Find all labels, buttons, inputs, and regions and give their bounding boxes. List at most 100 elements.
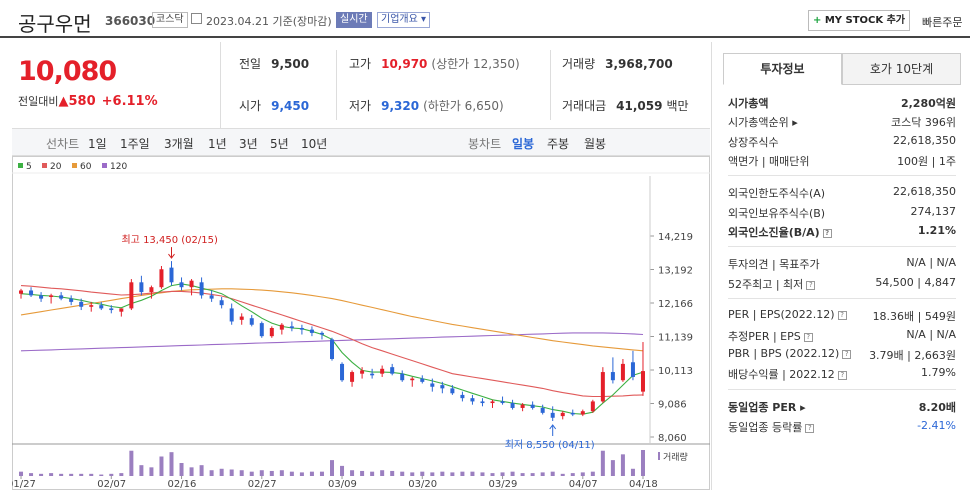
legend-swatch bbox=[42, 163, 47, 168]
help-icon[interactable]: ? bbox=[837, 311, 847, 320]
volume-bar bbox=[560, 473, 565, 476]
tab-monthly[interactable]: 월봉 bbox=[584, 137, 607, 151]
help-icon[interactable]: ? bbox=[822, 229, 832, 238]
volume-bar bbox=[470, 471, 475, 476]
tab-weekly[interactable]: 주봉 bbox=[547, 137, 570, 151]
invest-row-value: 코스닥 396위 bbox=[891, 116, 956, 129]
invest-row: 외국인한도주식수(A) 22,618,350 bbox=[728, 185, 956, 201]
volume-bar bbox=[109, 473, 114, 476]
candle-body bbox=[119, 308, 124, 312]
candle-body bbox=[490, 401, 495, 404]
help-icon[interactable]: ? bbox=[806, 281, 816, 290]
current-price: 10,080 bbox=[18, 56, 117, 87]
volume-bar bbox=[49, 473, 54, 476]
invest-row: 52주최고 | 최저? 54,500 | 4,847 bbox=[728, 276, 956, 292]
quick-order-link[interactable]: 빠른주문 bbox=[922, 16, 963, 29]
chart-frame bbox=[12, 156, 710, 490]
candle-body bbox=[350, 372, 355, 382]
invest-row-label[interactable]: 동일업종 PER ▸ bbox=[728, 401, 806, 414]
tab-10years[interactable]: 10년 bbox=[301, 137, 328, 151]
candle-body bbox=[530, 404, 535, 408]
volume-bar bbox=[640, 450, 645, 476]
candle-body bbox=[49, 295, 54, 297]
invest-row-label: 투자의견 | 목표주가 bbox=[728, 258, 820, 271]
volume-bar bbox=[59, 473, 64, 476]
divider bbox=[728, 246, 956, 247]
invest-row: 배당수익률 | 2022.12? 1.79% bbox=[728, 366, 956, 382]
calendar-icon bbox=[191, 13, 202, 24]
chart-svg[interactable]: 5 20 60 120 14,219 13,192 12,166 11,139 10,113 9,… bbox=[12, 156, 710, 490]
tab-1week[interactable]: 1주일 bbox=[120, 137, 150, 151]
volume-bar bbox=[430, 472, 435, 476]
help-icon[interactable]: ? bbox=[842, 350, 852, 359]
candle-body bbox=[59, 295, 64, 299]
invest-row: 동일업종 PER ▸ 8.20배 bbox=[728, 399, 956, 415]
volume-bar bbox=[620, 454, 625, 476]
candle-body bbox=[540, 407, 545, 413]
invest-row: 시가총액순위 ▸ 코스닥 396위 bbox=[728, 114, 956, 130]
volume-bar bbox=[490, 473, 495, 476]
tab-3years[interactable]: 3년 bbox=[239, 137, 258, 151]
candle-body bbox=[360, 370, 365, 374]
price-summary-grid: 전일 9,500 고가 10,970 (상한가 12,350) 거래량 3,968,70… bbox=[222, 42, 710, 128]
candle-body bbox=[470, 398, 475, 402]
candle-body bbox=[149, 287, 154, 293]
volume-bar bbox=[630, 468, 635, 476]
invest-row: 투자의견 | 목표주가 N/A | N/A bbox=[728, 256, 956, 272]
help-icon[interactable]: ? bbox=[803, 333, 813, 342]
y-tick-label: 13,192 bbox=[658, 266, 693, 277]
invest-row-label[interactable]: 시가총액순위 ▸ bbox=[728, 116, 798, 129]
tab-orderbook[interactable]: 호가 10단계 bbox=[842, 53, 961, 85]
candlestick-chart[interactable]: 5 20 60 120 14,219 13,192 12,166 11,139 10,113 9,… bbox=[12, 156, 710, 490]
legend-swatch bbox=[102, 163, 107, 168]
candle-body bbox=[219, 300, 224, 306]
help-icon[interactable]: ? bbox=[837, 371, 847, 380]
invest-row: 시가총액 2,280억원 bbox=[728, 95, 956, 111]
tab-1year[interactable]: 1년 bbox=[208, 137, 227, 151]
x-tick-label: 03/29 bbox=[489, 479, 518, 490]
volume-bar bbox=[229, 469, 234, 476]
volume-bar bbox=[259, 470, 264, 476]
invest-row: 동일업종 등락률? -2.41% bbox=[728, 419, 956, 435]
invest-row-label: 시가총액 bbox=[728, 97, 769, 110]
volume-bar bbox=[450, 472, 455, 476]
mystock-add-button[interactable]: + MY STOCK 추가 bbox=[808, 10, 910, 31]
ma20-line bbox=[20, 285, 644, 398]
legend-label: 60 bbox=[80, 162, 92, 172]
candle-body bbox=[500, 401, 505, 404]
volume-bar bbox=[330, 460, 334, 476]
volume-bar bbox=[420, 471, 425, 476]
volume-bar bbox=[350, 470, 355, 476]
candle-body bbox=[550, 412, 555, 418]
stock-header: 공구우먼 366030 코스닥 2023.04.21 기준(장마감) 실시간 기… bbox=[0, 0, 970, 38]
volume-bar bbox=[279, 470, 284, 476]
candle-body bbox=[480, 401, 485, 404]
x-tick-label: 02/07 bbox=[97, 479, 126, 490]
tab-5years[interactable]: 5년 bbox=[270, 137, 289, 151]
volume-bar bbox=[299, 472, 304, 476]
realtime-badge[interactable]: 실시간 bbox=[336, 12, 372, 28]
tab-3months[interactable]: 3개월 bbox=[164, 137, 194, 151]
candle-body bbox=[269, 327, 274, 337]
tab-1day[interactable]: 1일 bbox=[88, 137, 107, 151]
y-tick-label: 9,086 bbox=[658, 400, 687, 411]
help-icon[interactable]: ? bbox=[805, 424, 815, 433]
tab-daily[interactable]: 일봉 bbox=[512, 137, 535, 151]
invest-row-value: 3.79배 | 2,663원 bbox=[869, 349, 956, 362]
volume-bar bbox=[199, 465, 204, 476]
volume-bar bbox=[189, 467, 194, 476]
candle-body bbox=[99, 305, 104, 309]
legend-label: 120 bbox=[110, 162, 127, 172]
candle-body bbox=[259, 323, 264, 337]
candle-body bbox=[229, 308, 234, 322]
company-overview-dropdown[interactable]: 기업개요 ▾ bbox=[377, 12, 431, 28]
volume-bar bbox=[249, 471, 254, 476]
tab-invest-info[interactable]: 투자정보 bbox=[723, 53, 842, 85]
candle-body bbox=[129, 282, 134, 309]
x-tick-label: 03/20 bbox=[408, 479, 437, 490]
low-annotation: 최저 8,550 (04/11) bbox=[505, 439, 595, 451]
divider bbox=[728, 389, 956, 390]
candle-body bbox=[570, 412, 575, 415]
volume-bar bbox=[390, 470, 395, 476]
invest-row-value: 22,618,350 bbox=[893, 134, 956, 147]
